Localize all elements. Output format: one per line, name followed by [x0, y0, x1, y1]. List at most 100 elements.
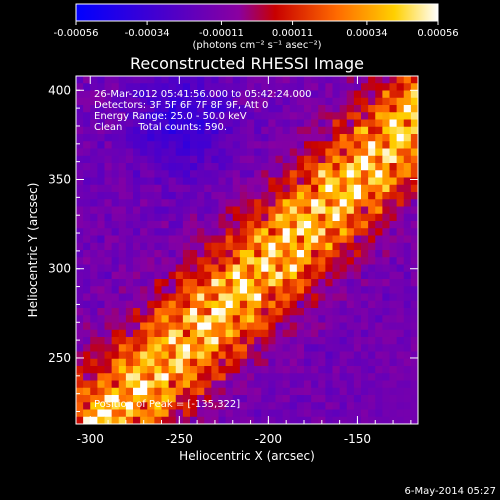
heatmap-cell [211, 330, 219, 338]
heatmap-cell [304, 221, 312, 229]
heatmap-cell [397, 337, 405, 345]
heatmap-cell [226, 417, 234, 425]
heatmap-cell [83, 308, 91, 316]
heatmap-cell [105, 308, 113, 316]
heatmap-cell [133, 272, 141, 280]
heatmap-cell [147, 308, 155, 316]
heatmap-cell [390, 91, 398, 99]
heatmap-cell [283, 199, 291, 207]
heatmap-cell [247, 315, 255, 323]
heatmap-cell [226, 344, 234, 352]
heatmap-cell [219, 149, 227, 157]
heatmap-cell [254, 388, 262, 396]
heatmap-cell [83, 352, 91, 360]
heatmap-cell [190, 76, 198, 84]
heatmap-cell [311, 294, 319, 302]
heatmap-cell [411, 112, 419, 120]
chart-title: Reconstructed RHESSI Image [130, 54, 364, 73]
heatmap-cell [311, 359, 319, 367]
heatmap-cell [340, 98, 348, 106]
heatmap-cell [404, 207, 412, 215]
heatmap-cell [283, 207, 291, 215]
heatmap-cell [190, 337, 198, 345]
heatmap-cell [297, 294, 305, 302]
heatmap-cell [390, 279, 398, 287]
heatmap-cell [240, 207, 248, 215]
heatmap-cell [411, 163, 419, 171]
heatmap-cell [154, 323, 162, 331]
heatmap-cell [261, 286, 269, 294]
annotation-detectors: Detectors: 3F 5F 6F 7F 8F 9F, Att 0 [94, 100, 268, 111]
heatmap-cell [311, 228, 319, 236]
heatmap-cell [333, 279, 341, 287]
heatmap-cell [276, 301, 284, 309]
heatmap-cell [97, 286, 105, 294]
heatmap-cell [254, 366, 262, 374]
heatmap-cell [347, 192, 355, 200]
heatmap-cell [133, 214, 141, 222]
heatmap-cell [140, 279, 148, 287]
heatmap-cell [105, 170, 113, 178]
heatmap-cell [311, 170, 319, 178]
heatmap-cell [318, 228, 326, 236]
heatmap-cell [261, 134, 269, 142]
heatmap-cell [190, 163, 198, 171]
heatmap-cell [397, 373, 405, 381]
heatmap-cell [254, 156, 262, 164]
heatmap-cell [268, 330, 276, 338]
heatmap-cell [340, 236, 348, 244]
heatmap-cell [97, 185, 105, 193]
heatmap-cell [140, 221, 148, 229]
heatmap-cell [176, 265, 184, 273]
heatmap-cell [390, 272, 398, 280]
heatmap-cell [283, 163, 291, 171]
heatmap-cell [190, 221, 198, 229]
heatmap-cell [368, 149, 376, 157]
heatmap-cell [304, 243, 312, 251]
heatmap-cell [119, 410, 127, 418]
heatmap-cell [268, 337, 276, 345]
heatmap-cell [411, 192, 419, 200]
heatmap-cell [368, 388, 376, 396]
heatmap-cell [268, 243, 276, 251]
heatmap-cell [268, 308, 276, 316]
heatmap-cell [226, 388, 234, 396]
heatmap-cell [304, 134, 312, 142]
heatmap-cell [154, 236, 162, 244]
heatmap-cell [140, 381, 148, 389]
heatmap-cell [318, 141, 326, 149]
heatmap-cell [119, 214, 127, 222]
heatmap-cell [382, 199, 390, 207]
heatmap-cell [276, 228, 284, 236]
heatmap-cell [83, 388, 91, 396]
heatmap-cell [147, 337, 155, 345]
heatmap-cell [162, 381, 170, 389]
heatmap-cell [226, 149, 234, 157]
heatmap-cell [397, 286, 405, 294]
heatmap-cell [183, 417, 191, 425]
heatmap-cell [340, 286, 348, 294]
heatmap-cell [162, 359, 170, 367]
heatmap-cell [162, 214, 170, 222]
heatmap-cell [290, 301, 298, 309]
heatmap-cell [169, 207, 177, 215]
heatmap-cell [268, 402, 276, 410]
heatmap-cell [325, 352, 333, 360]
heatmap-cell [112, 192, 120, 200]
heatmap-cell [276, 315, 284, 323]
heatmap-cell [233, 163, 241, 171]
heatmap-cell [240, 156, 248, 164]
heatmap-cell [90, 337, 98, 345]
heatmap-cell [204, 308, 212, 316]
heatmap-cell [140, 170, 148, 178]
heatmap-cell [112, 359, 120, 367]
heatmap-cell [219, 192, 227, 200]
heatmap-cell [247, 330, 255, 338]
heatmap-cell [183, 279, 191, 287]
heatmap-cell [340, 315, 348, 323]
heatmap-cell [411, 207, 419, 215]
heatmap-cell [176, 286, 184, 294]
heatmap-cell [261, 410, 269, 418]
heatmap-cell [290, 243, 298, 251]
heatmap-cell [361, 243, 369, 251]
